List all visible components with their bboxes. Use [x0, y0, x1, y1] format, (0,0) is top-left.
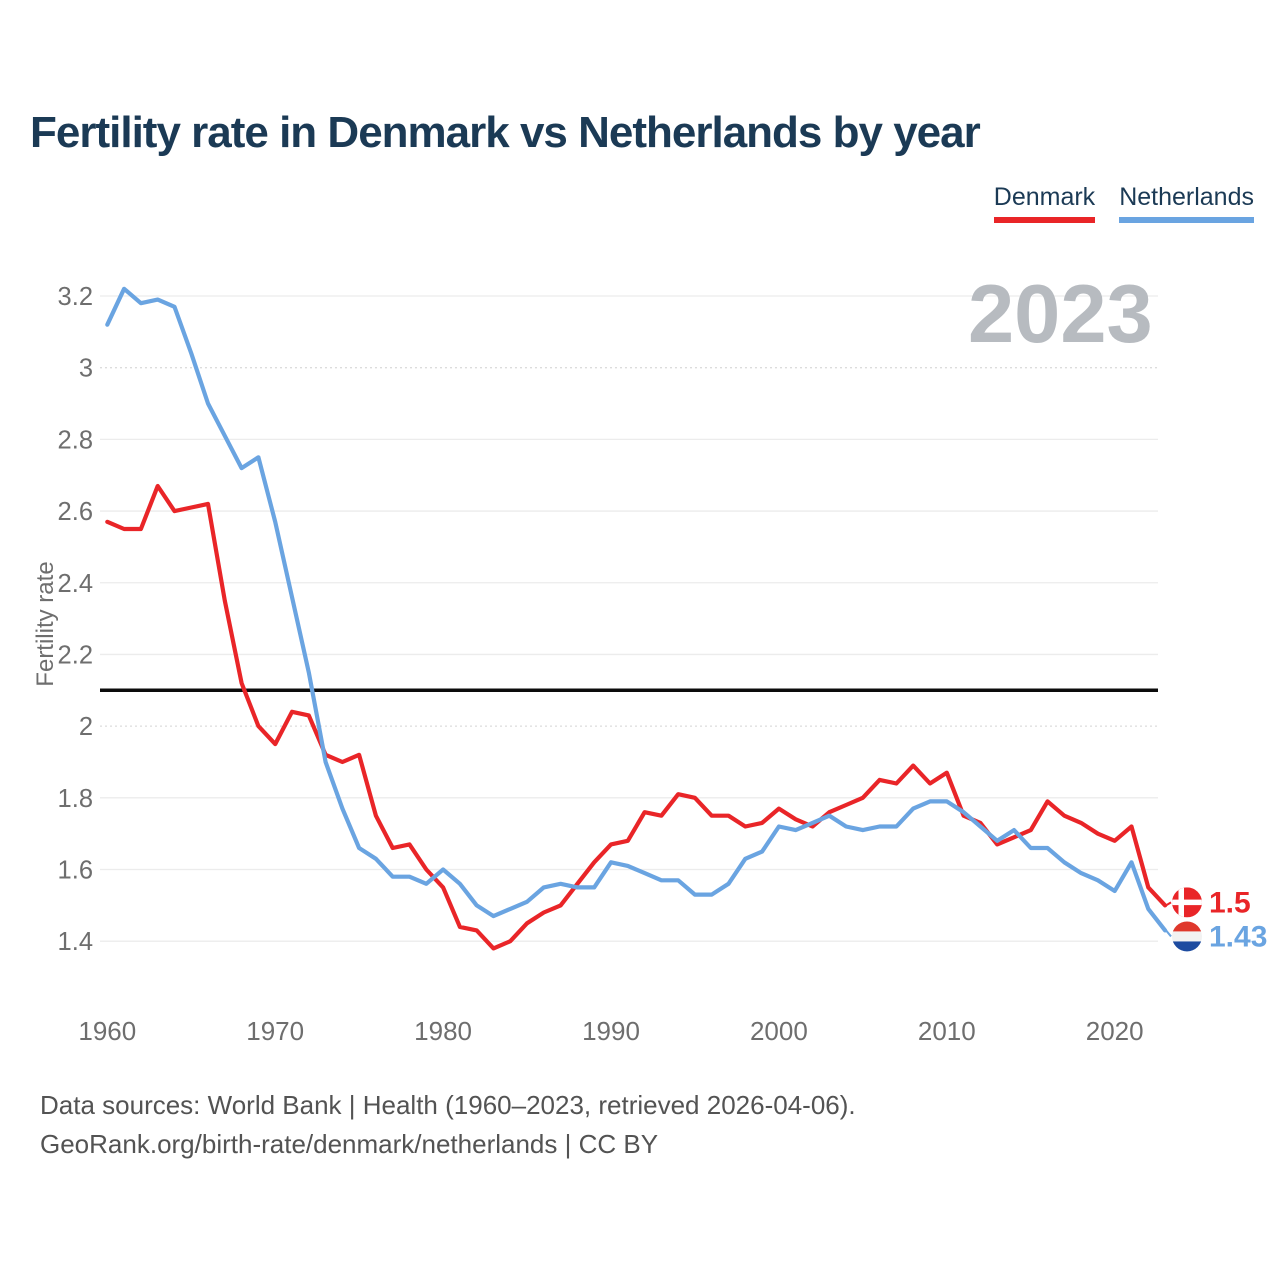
- netherlands-end-tick: [1165, 929, 1172, 938]
- y-tick-label: 3.2: [58, 283, 93, 311]
- x-tick-label: 2020: [1086, 1016, 1144, 1046]
- denmark-end-tick: [1165, 901, 1172, 907]
- x-tick-label: 2010: [918, 1016, 976, 1046]
- y-tick-label: 2.4: [58, 570, 93, 598]
- page-title: Fertility rate in Denmark vs Netherlands…: [30, 108, 981, 157]
- legend-item-denmark[interactable]: Denmark: [993, 183, 1096, 223]
- netherlands-flag-icon: [1172, 921, 1202, 952]
- x-tick-label: 1960: [78, 1016, 136, 1046]
- denmark-flag-icon: [1172, 887, 1202, 918]
- y-tick-label: 2.2: [58, 641, 93, 669]
- y-tick-label: 3: [79, 355, 93, 383]
- y-tick-label: 2.6: [58, 498, 93, 526]
- y-tick-label: 2.8: [58, 426, 93, 454]
- denmark-line: [105, 483, 1168, 951]
- legend-item-netherlands[interactable]: Netherlands: [1119, 183, 1254, 223]
- y-tick-label: 1.6: [58, 857, 93, 885]
- footer-sources-line: Data sources: World Bank | Health (1960–…: [40, 1090, 856, 1120]
- x-tick-label: 1970: [246, 1016, 304, 1046]
- denmark-end-value: 1.5: [1209, 886, 1251, 919]
- x-tick-label: 1980: [414, 1016, 472, 1046]
- x-tick-label: 2000: [750, 1016, 808, 1046]
- netherlands-end-value: 1.43: [1209, 920, 1267, 953]
- legend: Denmark Netherlands: [993, 183, 1254, 223]
- y-tick-label: 1.8: [58, 785, 93, 813]
- y-tick-label: 2: [79, 713, 93, 741]
- footer: Data sources: World Bank | Health (1960–…: [40, 1086, 856, 1164]
- netherlands-line: [105, 286, 1168, 933]
- x-tick-label: 1990: [582, 1016, 640, 1046]
- y-tick-label: 1.4: [58, 928, 93, 956]
- footer-attribution-line: GeoRank.org/birth-rate/denmark/netherlan…: [40, 1129, 659, 1159]
